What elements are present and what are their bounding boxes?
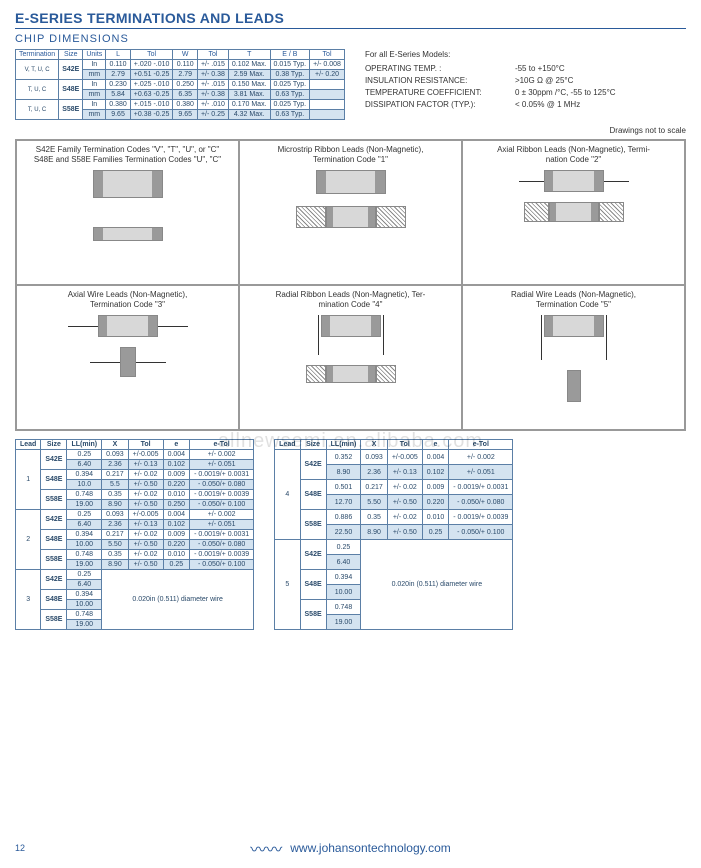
diagram-art bbox=[467, 170, 680, 222]
table-header: E / B bbox=[270, 50, 310, 60]
diagram-cell: Radial Wire Leads (Non-Magnetic),Termina… bbox=[462, 285, 685, 430]
spec-row: INSULATION RESISTANCE:>10G Ω @ 25°C bbox=[365, 75, 686, 87]
logo-icon: 〰〰 bbox=[250, 836, 282, 860]
table-header: Size bbox=[41, 440, 67, 450]
section-subhead: CHIP DIMENSIONS bbox=[15, 33, 686, 45]
table-row: T, U, CS48EIn0.230+.025 -.0100.250+/- .0… bbox=[16, 80, 345, 90]
table-row: S48E0.5010.217+/- 0.020.009- 0.0019/+ 0.… bbox=[275, 480, 513, 495]
table-header: LL(min) bbox=[326, 440, 361, 450]
table-row: V, T, U, CS42EIn0.110+.020 -.0100.110+/-… bbox=[16, 60, 345, 70]
table-row: S48E0.3940.217+/- 0.020.009- 0.0019/+ 0.… bbox=[16, 530, 254, 540]
diagram-art bbox=[244, 315, 457, 383]
diagram-caption: Axial Wire Leads (Non-Magnetic),Terminat… bbox=[21, 290, 234, 309]
diagram-caption: Radial Ribbon Leads (Non-Magnetic), Ter-… bbox=[244, 290, 457, 309]
table-header: e-Tol bbox=[449, 440, 513, 450]
lead-table-right: LeadSizeLL(min)XTolee-Tol 4S42E0.3520.09… bbox=[274, 439, 513, 630]
spec-row: DISSIPATION FACTOR (TYP.):< 0.05% @ 1 MH… bbox=[365, 99, 686, 111]
table-header: Tol bbox=[387, 440, 422, 450]
diagram-cell: Axial Wire Leads (Non-Magnetic),Terminat… bbox=[16, 285, 239, 430]
diagram-cell: S42E Family Termination Codes "V", "T", … bbox=[16, 140, 239, 285]
diagram-art bbox=[21, 170, 234, 241]
table-row: S58E0.8860.35+/- 0.020.010- 0.0019/+ 0.0… bbox=[275, 510, 513, 525]
diagram-caption: S42E Family Termination Codes "V", "T", … bbox=[21, 145, 234, 164]
dimensions-table: TerminationSizeUnitsLTolWTolTE / BTol V,… bbox=[15, 49, 345, 120]
table-header: Tol bbox=[197, 50, 228, 60]
table-header: Units bbox=[83, 50, 106, 60]
table-row: S48E0.3940.217+/- 0.020.009- 0.0019/+ 0.… bbox=[16, 470, 254, 480]
table-header: LL(min) bbox=[67, 440, 102, 450]
table-row: 1S42E0.250.093+/-0.0050.004+/- 0.002 bbox=[16, 450, 254, 460]
table-header: L bbox=[106, 50, 131, 60]
diagram-caption: Radial Wire Leads (Non-Magnetic),Termina… bbox=[467, 290, 680, 309]
table-row: 3S42E0.250.020in (0.511) diameter wire bbox=[16, 570, 254, 580]
table-header: Termination bbox=[16, 50, 59, 60]
footer: 12 〰〰 www.johansontechnology.com bbox=[15, 836, 686, 860]
table-header: e-Tol bbox=[190, 440, 254, 450]
table-header: Tol bbox=[310, 50, 345, 60]
table-header: W bbox=[173, 50, 198, 60]
specs-block: For all E-Series Models: OPERATING TEMP.… bbox=[365, 49, 686, 120]
page-title: E-SERIES TERMINATIONS AND LEADS bbox=[15, 10, 686, 29]
table-header: Tol bbox=[128, 440, 163, 450]
table-header: Lead bbox=[16, 440, 41, 450]
diagram-caption: Microstrip Ribbon Leads (Non-Magnetic),T… bbox=[244, 145, 457, 164]
diagram-grid: S42E Family Termination Codes "V", "T", … bbox=[15, 139, 686, 431]
table-header: Tol bbox=[130, 50, 173, 60]
table-row: S58E0.7480.35+/- 0.020.010- 0.0019/+ 0.0… bbox=[16, 490, 254, 500]
diagram-cell: Axial Ribbon Leads (Non-Magnetic), Termi… bbox=[462, 140, 685, 285]
table-row: 4S42E0.3520.093+/-0.0050.004+/- 0.002 bbox=[275, 450, 513, 465]
table-header: e bbox=[163, 440, 190, 450]
lead-table-left: LeadSizeLL(min)XTolee-Tol 1S42E0.250.093… bbox=[15, 439, 254, 630]
footer-url: www.johansontechnology.com bbox=[290, 841, 451, 855]
table-header: X bbox=[361, 440, 388, 450]
table-row: 5S42E0.250.020in (0.511) diameter wire bbox=[275, 540, 513, 555]
diagram-art bbox=[244, 170, 457, 228]
diagram-caption: Axial Ribbon Leads (Non-Magnetic), Termi… bbox=[467, 145, 680, 164]
table-row: T, U, CS58EIn0.380+.015 -.0100.380+/- .0… bbox=[16, 100, 345, 110]
table-header: Size bbox=[300, 440, 326, 450]
diagram-art bbox=[21, 315, 234, 377]
diagram-art bbox=[467, 315, 680, 404]
specs-title: For all E-Series Models: bbox=[365, 49, 686, 61]
table-header: Size bbox=[59, 50, 83, 60]
table-row: S58E0.7480.35+/- 0.020.010- 0.0019/+ 0.0… bbox=[16, 550, 254, 560]
diagram-cell: Microstrip Ribbon Leads (Non-Magnetic),T… bbox=[239, 140, 462, 285]
scale-note: Drawings not to scale bbox=[15, 126, 686, 135]
page-number: 12 bbox=[15, 843, 25, 853]
diagram-cell: Radial Ribbon Leads (Non-Magnetic), Ter-… bbox=[239, 285, 462, 430]
spec-row: TEMPERATURE COEFFICIENT:0 ± 30ppm /°C, -… bbox=[365, 87, 686, 99]
spec-row: OPERATING TEMP. :-55 to +150°C bbox=[365, 63, 686, 75]
table-row: 2S42E0.250.093+/-0.0050.004+/- 0.002 bbox=[16, 510, 254, 520]
table-header: X bbox=[102, 440, 129, 450]
table-header: Lead bbox=[275, 440, 300, 450]
table-header: e bbox=[422, 440, 449, 450]
table-header: T bbox=[228, 50, 270, 60]
